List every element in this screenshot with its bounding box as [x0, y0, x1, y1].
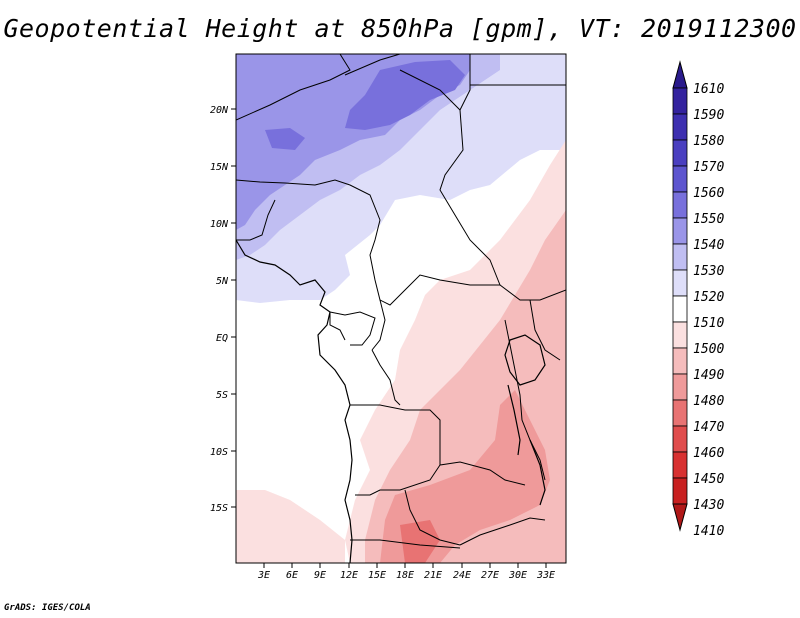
lat-label: 10N: [210, 219, 229, 230]
colorbar-swatch: [672, 243, 688, 271]
lat-label: 15N: [210, 162, 229, 173]
coastline: [236, 239, 546, 563]
colorbar: 1610 1590 1580 1570 1560 1550 1540 1530 1520 1510…: [672, 60, 724, 539]
colorbar-label: 1560: [693, 186, 724, 201]
colorbar-label: 1450: [693, 472, 724, 487]
colorbar-swatch: [672, 399, 688, 427]
grads-credit: GrADS: IGES/COLA: [4, 603, 91, 613]
colorbar-swatch: [672, 217, 688, 245]
contour-1550b: [265, 128, 305, 150]
colorbar-swatch: [672, 321, 688, 349]
colorbar-swatch: [672, 139, 688, 167]
colorbar-label: 1530: [693, 264, 724, 279]
colorbar-label: 1520: [693, 290, 724, 305]
lon-label: 6E: [286, 570, 298, 581]
lon-label: 27E: [481, 570, 499, 581]
contour-1500b: [236, 490, 345, 563]
colorbar-swatch: [672, 373, 688, 401]
lat-label: 10S: [210, 447, 228, 458]
lon-label: 12E: [340, 570, 358, 581]
colorbar-label: 1460: [693, 446, 724, 461]
lon-label: 30E: [508, 570, 527, 581]
country-borders: [236, 54, 566, 549]
contour-1480: [380, 390, 550, 563]
colorbar-swatch: [672, 269, 688, 297]
lat-label: EQ: [216, 333, 228, 344]
colorbar-swatch: [672, 295, 688, 323]
lon-label: 18E: [396, 570, 414, 581]
map-title: Geopotential Height at 850hPa [gpm], VT:…: [3, 14, 797, 43]
colorbar-label: 1500: [693, 342, 724, 357]
contour-1550: [345, 60, 465, 130]
colorbar-label: 1590: [693, 108, 724, 123]
colorbar-label: 1480: [693, 394, 724, 409]
lon-label: 3E: [257, 570, 270, 581]
contour-1470: [400, 520, 440, 563]
longitude-axis: 3E 6E 9E 12E 15E 18E 21E 24E 27E 30E 33E: [257, 563, 555, 581]
colorbar-swatch: [672, 87, 688, 115]
colorbar-label: 1570: [693, 160, 724, 175]
map-frame: [235, 53, 567, 564]
lat-label: 15S: [210, 503, 228, 514]
latitude-axis: 20N 15N 10N 5N EQ 5S 10S 15S: [210, 105, 236, 514]
colorbar-label: 1430: [693, 498, 724, 513]
colorbar-swatch: [672, 191, 688, 219]
colorbar-label: 1540: [693, 238, 724, 253]
colorbar-bottom-arrow: [672, 503, 688, 532]
lon-label: 33E: [536, 570, 555, 581]
colorbar-swatch: [672, 425, 688, 453]
colorbar-swatch: [672, 477, 688, 505]
colorbar-swatch: [672, 347, 688, 375]
lon-label: 21E: [424, 570, 442, 581]
lon-label: 15E: [368, 570, 386, 581]
lon-label: 9E: [314, 570, 326, 581]
lat-label: 5N: [216, 276, 229, 287]
colorbar-swatch: [672, 113, 688, 141]
colorbar-label: 1510: [693, 316, 724, 331]
colorbar-label: 1580: [693, 134, 724, 149]
colorbar-label: 1490: [693, 368, 724, 383]
colorbar-label: 1550: [693, 212, 724, 227]
map-plot: [236, 54, 566, 563]
colorbar-swatch: [672, 165, 688, 193]
colorbar-top-arrow: [672, 60, 688, 89]
colorbar-label: 1410: [693, 524, 724, 539]
lat-label: 20N: [210, 105, 229, 116]
colorbar-label: 1470: [693, 420, 724, 435]
colorbar-label: 1610: [693, 82, 724, 97]
lon-label: 24E: [453, 570, 471, 581]
lat-label: 5S: [216, 390, 228, 401]
colorbar-swatch: [672, 451, 688, 479]
